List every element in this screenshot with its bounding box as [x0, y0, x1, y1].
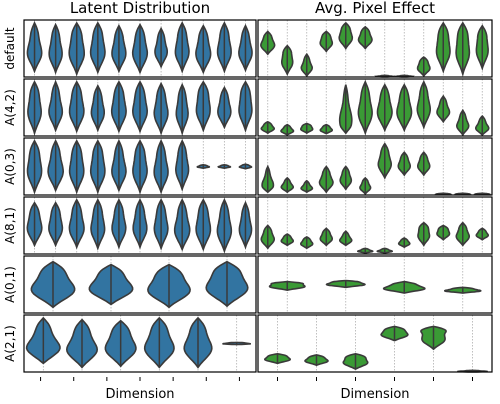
- panel-frame: [23, 196, 257, 255]
- panel-frame: [257, 196, 493, 255]
- row-label-6: A(2,1): [3, 325, 17, 362]
- row-label-2: A(4,2): [3, 89, 17, 126]
- panel-effect-row-3: [257, 137, 493, 196]
- panel-effect-row-5: [257, 255, 493, 314]
- panel-background: [258, 79, 492, 136]
- panel-frame: [23, 314, 257, 373]
- panel-latent-row-5: [23, 255, 257, 314]
- panel-effect-row-2: [257, 78, 493, 137]
- panel-background: [258, 138, 492, 195]
- row-label-5: A(0,1): [3, 266, 17, 303]
- panel-latent-row-4: [23, 196, 257, 255]
- row-label-1: default: [3, 27, 17, 70]
- panel-frame: [23, 78, 257, 137]
- panel-latent-row-6: [23, 314, 257, 373]
- panel-frame: [23, 137, 257, 196]
- row-label-4: A(8,1): [3, 207, 17, 244]
- row-label-3: A(0,3): [3, 148, 17, 185]
- panel-grid: [23, 19, 493, 381]
- row-labels: default A(4,2) A(0,3) A(8,1) A(0,1) A(2,1): [3, 27, 17, 362]
- panel-frame: [23, 19, 257, 78]
- panel-frame: [23, 255, 257, 314]
- panel-latent-row-2: [23, 78, 257, 137]
- panel-background: [24, 315, 256, 372]
- panel-effect-row-6: [257, 314, 493, 373]
- panel-frame: [257, 19, 493, 78]
- panel-latent-row-1: [23, 19, 257, 78]
- left-x-axis-label: Dimension: [105, 387, 174, 400]
- panel-background: [258, 20, 492, 77]
- panel-background: [258, 315, 492, 372]
- panel-effect-row-4: [257, 196, 493, 255]
- panel-frame: [257, 255, 493, 314]
- panel-background: [258, 197, 492, 254]
- right-x-axis-label: Dimension: [340, 387, 409, 400]
- right-column-title: Avg. Pixel Effect: [315, 0, 435, 17]
- panel-latent-row-3: [23, 137, 257, 196]
- panel-frame: [257, 137, 493, 196]
- panel-effect-row-1: [257, 19, 493, 78]
- panel-frame: [257, 78, 493, 137]
- panel-frame: [257, 314, 493, 373]
- left-column-title: Latent Distribution: [70, 0, 210, 17]
